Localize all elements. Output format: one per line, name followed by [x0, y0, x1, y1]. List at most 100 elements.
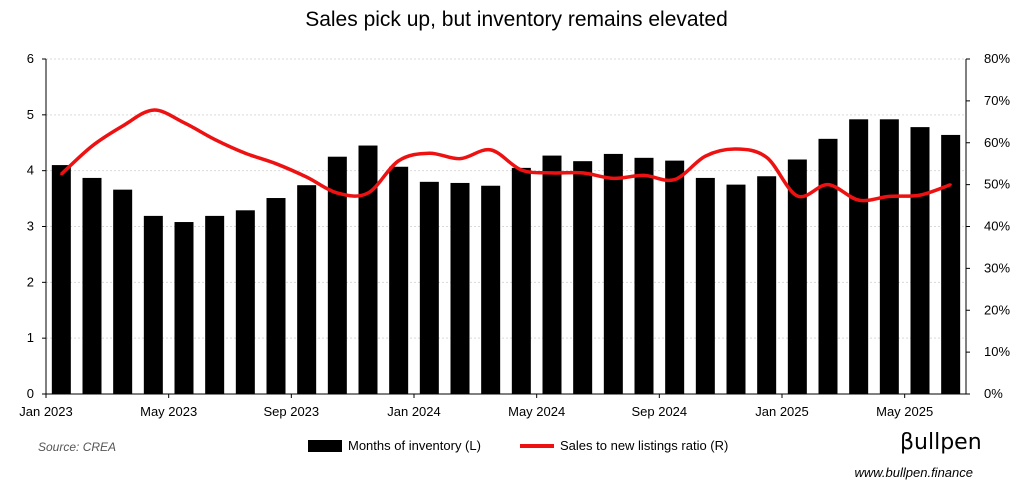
bar — [511, 167, 531, 394]
bar — [726, 184, 746, 394]
line-point — [90, 144, 94, 148]
bar — [665, 160, 685, 394]
line-point — [458, 157, 462, 160]
x-tick-label: Jan 2023 — [19, 404, 73, 419]
legend-label-bars: Months of inventory (L) — [348, 438, 481, 453]
bar — [941, 134, 961, 394]
bar — [849, 119, 869, 395]
y-tick-label-right: 20% — [984, 302, 1010, 317]
legend-swatch-bars — [308, 439, 342, 452]
y-axis-right-labels: 0% 10% 20% 30% 40% 50% 60% 70% 80% — [984, 51, 1010, 401]
bar — [143, 215, 163, 394]
line-point — [704, 154, 707, 158]
line-point — [274, 162, 278, 165]
line-point — [121, 124, 124, 128]
y-tick-label-left: 6 — [27, 51, 34, 66]
bar — [757, 176, 777, 394]
line-point — [581, 171, 584, 175]
bar — [787, 159, 807, 394]
y-tick-label-left: 2 — [27, 274, 34, 289]
bar — [481, 185, 501, 394]
bar — [910, 127, 930, 394]
y-axis-left-labels: 0 1 2 3 4 5 6 — [27, 51, 34, 401]
line-point — [796, 194, 799, 198]
y-tick-label-left: 3 — [27, 219, 34, 234]
bar — [450, 182, 470, 394]
y-tick-label-right: 40% — [984, 219, 1010, 234]
line-point — [152, 108, 155, 112]
line-point — [366, 191, 370, 195]
line-point — [60, 172, 63, 176]
bar — [266, 198, 286, 394]
x-tick-label: May 2024 — [508, 404, 565, 419]
bar — [419, 181, 439, 394]
grid-lines — [46, 58, 966, 339]
bar — [573, 161, 593, 394]
legend-swatch-line — [520, 443, 554, 448]
chart-title: Sales pick up, but inventory remains ele… — [305, 8, 728, 31]
bar — [297, 185, 317, 394]
y-tick-label-right: 80% — [984, 51, 1010, 66]
x-tick-label: May 2025 — [876, 404, 933, 419]
y-tick-label-right: 30% — [984, 260, 1010, 275]
line-point — [765, 156, 768, 159]
line-point — [520, 168, 523, 172]
bar — [82, 177, 102, 394]
brand-logo: βullpen — [900, 430, 982, 455]
y-tick-label-right: 10% — [984, 344, 1010, 359]
line-point — [244, 152, 247, 155]
line-point — [734, 147, 738, 151]
line-point — [305, 175, 308, 179]
bar — [603, 153, 623, 394]
bar — [358, 145, 378, 394]
line-point — [642, 174, 646, 177]
axes — [42, 58, 970, 398]
bar — [205, 215, 225, 394]
y-tick-label-right: 60% — [984, 135, 1010, 150]
legend-label-line: Sales to new listings ratio (R) — [560, 438, 729, 453]
x-tick-label: Sep 2023 — [263, 404, 319, 419]
line-point — [612, 177, 615, 180]
bar — [327, 156, 347, 394]
bar — [51, 165, 71, 394]
bar — [389, 166, 409, 394]
bar — [113, 189, 133, 394]
legend-item-bars: Months of inventory (L) — [308, 438, 481, 453]
line-point — [489, 148, 492, 152]
y-tick-label-left: 5 — [27, 107, 34, 122]
bar-series — [51, 119, 961, 395]
line-point — [550, 171, 554, 175]
line-series — [60, 108, 952, 203]
website-link: www.bullpen.finance — [854, 465, 973, 480]
line-point — [949, 183, 952, 186]
x-tick-label: Jan 2024 — [387, 404, 441, 419]
chart-plot: 0 1 2 3 4 5 6 0% 10% 20% 30% 40% 50% 60% 70% 80% Jan 2… — [19, 51, 1010, 419]
line-point — [857, 198, 860, 202]
bar — [634, 157, 654, 394]
y-tick-label-right: 50% — [984, 177, 1010, 192]
line-point — [888, 195, 891, 198]
y-tick-label-right: 70% — [984, 93, 1010, 108]
source-note: Source: CREA — [38, 440, 117, 454]
line-point — [336, 191, 339, 195]
bar — [695, 177, 715, 394]
bar — [818, 138, 838, 394]
x-axis-labels: Jan 2023 May 2023 Sep 2023 Jan 2024 May 2024… — [19, 404, 933, 419]
line-point — [826, 183, 830, 186]
line-point — [428, 152, 431, 155]
line-point — [213, 138, 216, 141]
x-tick-label: Sep 2024 — [631, 404, 687, 419]
bar — [879, 119, 899, 395]
line-point — [918, 193, 922, 197]
y-tick-label-left: 4 — [27, 163, 34, 178]
ratio-line — [60, 108, 952, 203]
bar — [235, 210, 255, 394]
y-tick-label-left: 0 — [27, 386, 34, 401]
y-tick-label-left: 1 — [27, 330, 34, 345]
legend-item-line: Sales to new listings ratio (R) — [520, 438, 728, 453]
line-point — [182, 121, 186, 124]
bar — [542, 155, 562, 394]
bar — [174, 222, 194, 394]
y-tick-label-right: 0% — [984, 386, 1003, 401]
line-point — [673, 178, 676, 181]
